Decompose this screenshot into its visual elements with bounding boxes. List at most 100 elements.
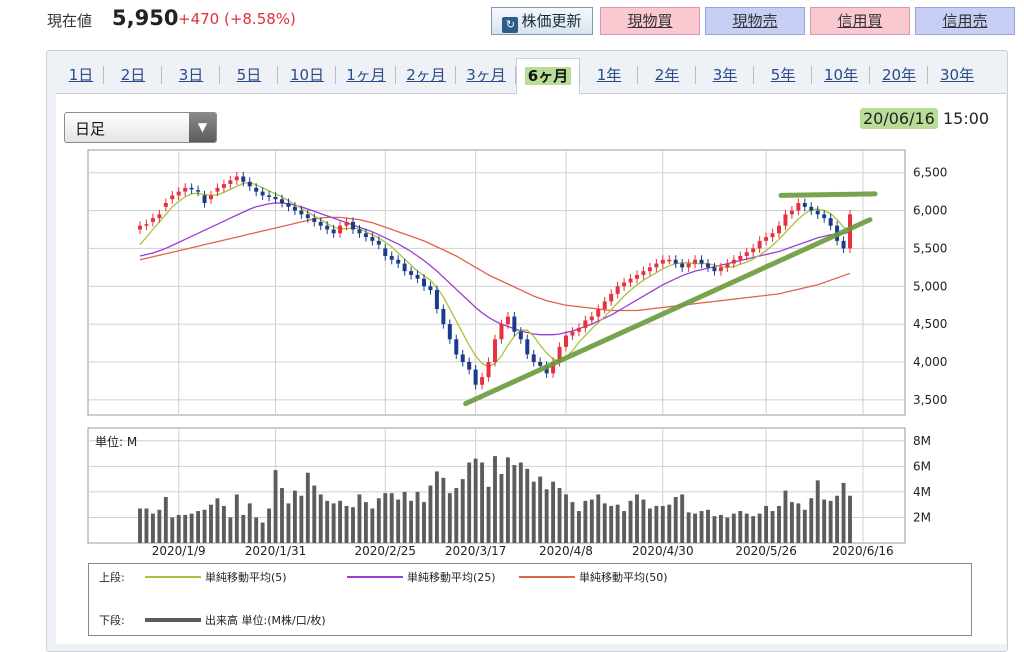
current-price-label: 現在値 xyxy=(47,12,93,30)
candle-body-72 xyxy=(602,301,607,309)
volume-bar-31 xyxy=(338,500,343,543)
tab-1[interactable]: 2日 xyxy=(120,66,146,84)
volume-bar-97 xyxy=(764,505,769,543)
volume-bar-25 xyxy=(299,495,304,543)
margin-sell-button[interactable]: 信用売 xyxy=(915,7,1015,35)
tab-14[interactable]: 20年 xyxy=(881,66,917,84)
candle-body-60 xyxy=(525,339,530,355)
candle-body-38 xyxy=(383,248,388,256)
candle-body-89 xyxy=(712,267,717,272)
candle-body-50 xyxy=(460,354,465,362)
volume-bar-58 xyxy=(512,465,517,543)
candle-body-42 xyxy=(409,271,414,275)
volume-bar-32 xyxy=(344,505,349,543)
candle-body-78 xyxy=(641,271,646,275)
candle-body-82 xyxy=(667,259,672,262)
candle-period-select[interactable]: 日足 ▼ xyxy=(64,112,217,143)
candle-body-53 xyxy=(480,377,485,385)
legend-ma25: 単純移動平均(25) xyxy=(407,571,496,584)
volume-bar-5 xyxy=(170,517,175,543)
tab-15[interactable]: 30年 xyxy=(939,66,975,84)
candle-body-107 xyxy=(828,218,833,226)
tab-10[interactable]: 2年 xyxy=(654,66,680,84)
volume-bar-3 xyxy=(157,509,162,543)
candle-body-33 xyxy=(350,221,356,230)
legend-volume-swatch xyxy=(145,618,201,622)
refresh-price-button[interactable]: ↻ 株価更新 xyxy=(491,7,593,35)
price-tick-label-3: 5,000 xyxy=(913,279,947,293)
candle-body-43 xyxy=(415,274,420,279)
candle-body-20 xyxy=(267,195,272,197)
volume-bar-105 xyxy=(815,480,820,543)
candle-body-52 xyxy=(473,369,478,385)
tab-0[interactable]: 1日 xyxy=(68,66,94,84)
tab-12[interactable]: 5年 xyxy=(770,66,796,84)
tab-8[interactable]: 6ヶ月 xyxy=(516,58,580,94)
spot-buy-button[interactable]: 現物買 xyxy=(600,7,700,35)
candle-body-37 xyxy=(376,240,381,245)
candle-body-46 xyxy=(434,290,439,309)
candle-body-41 xyxy=(402,263,407,272)
x-tick-label-1: 2020/1/31 xyxy=(245,544,307,558)
volume-bar-29 xyxy=(325,500,330,543)
resistance-trend-line xyxy=(778,191,878,198)
candle-body-54 xyxy=(486,362,491,378)
price-plot-frame xyxy=(87,149,906,416)
tab-7[interactable]: 3ヶ月 xyxy=(466,66,506,84)
support-trend-line xyxy=(463,217,873,407)
candle-body-103 xyxy=(802,203,807,207)
candle-body-13 xyxy=(221,184,226,188)
volume-bar-15 xyxy=(234,494,239,543)
tab-separator xyxy=(455,66,456,84)
candle-period-value: 日足 xyxy=(75,120,106,138)
volume-bar-92 xyxy=(731,513,736,543)
candle-body-32 xyxy=(344,221,349,226)
tab-5[interactable]: 1ヶ月 xyxy=(346,66,386,84)
volume-bar-49 xyxy=(454,488,459,543)
tab-13[interactable]: 10年 xyxy=(823,66,859,84)
legend-ma50-swatch xyxy=(519,576,575,578)
volume-bar-82 xyxy=(667,504,672,543)
candle-body-31 xyxy=(338,225,343,234)
price-tick-label-2: 5,500 xyxy=(913,241,947,255)
candle-body-10 xyxy=(202,195,207,203)
current-price-value: 5,950 xyxy=(112,6,179,30)
volume-bar-23 xyxy=(286,503,291,543)
volume-bar-27 xyxy=(312,485,317,543)
volume-bar-9 xyxy=(196,511,201,543)
candle-body-15 xyxy=(234,176,239,181)
margin-buy-button[interactable]: 信用買 xyxy=(810,7,910,35)
volume-bar-13 xyxy=(221,505,226,543)
candle-body-49 xyxy=(454,339,459,355)
volume-bar-11 xyxy=(209,504,213,543)
chevron-down-icon: ▼ xyxy=(189,113,216,142)
volume-bar-6 xyxy=(176,514,181,543)
candle-body-30 xyxy=(331,229,336,234)
candle-body-69 xyxy=(583,320,588,328)
volume-bar-0 xyxy=(138,508,142,543)
legend-ma5-swatch xyxy=(145,576,201,578)
candle-body-8 xyxy=(189,187,194,190)
tab-3[interactable]: 5日 xyxy=(236,66,262,84)
volume-bar-4 xyxy=(163,497,168,543)
tab-4[interactable]: 10日 xyxy=(289,66,325,84)
spot-sell-button[interactable]: 現物売 xyxy=(705,7,805,35)
volume-bar-21 xyxy=(273,470,278,543)
volume-bar-108 xyxy=(835,495,840,543)
candle-body-26 xyxy=(305,214,310,219)
legend-upper-label: 上段: xyxy=(99,571,125,584)
volume-bar-89 xyxy=(712,516,717,543)
volume-bar-74 xyxy=(615,504,620,543)
tab-6[interactable]: 2ヶ月 xyxy=(406,66,446,84)
volume-bar-98 xyxy=(770,511,775,543)
tab-2[interactable]: 3日 xyxy=(178,66,204,84)
tab-separator xyxy=(637,66,638,84)
tab-9[interactable]: 1年 xyxy=(596,66,622,84)
candle-body-9 xyxy=(196,190,201,192)
price-tick-label-4: 4,500 xyxy=(913,317,947,331)
candle-body-12 xyxy=(215,187,220,192)
tab-11[interactable]: 3年 xyxy=(712,66,738,84)
legend-ma50: 単純移動平均(50) xyxy=(579,571,668,584)
candle-body-68 xyxy=(576,327,581,332)
candle-body-28 xyxy=(318,221,323,226)
